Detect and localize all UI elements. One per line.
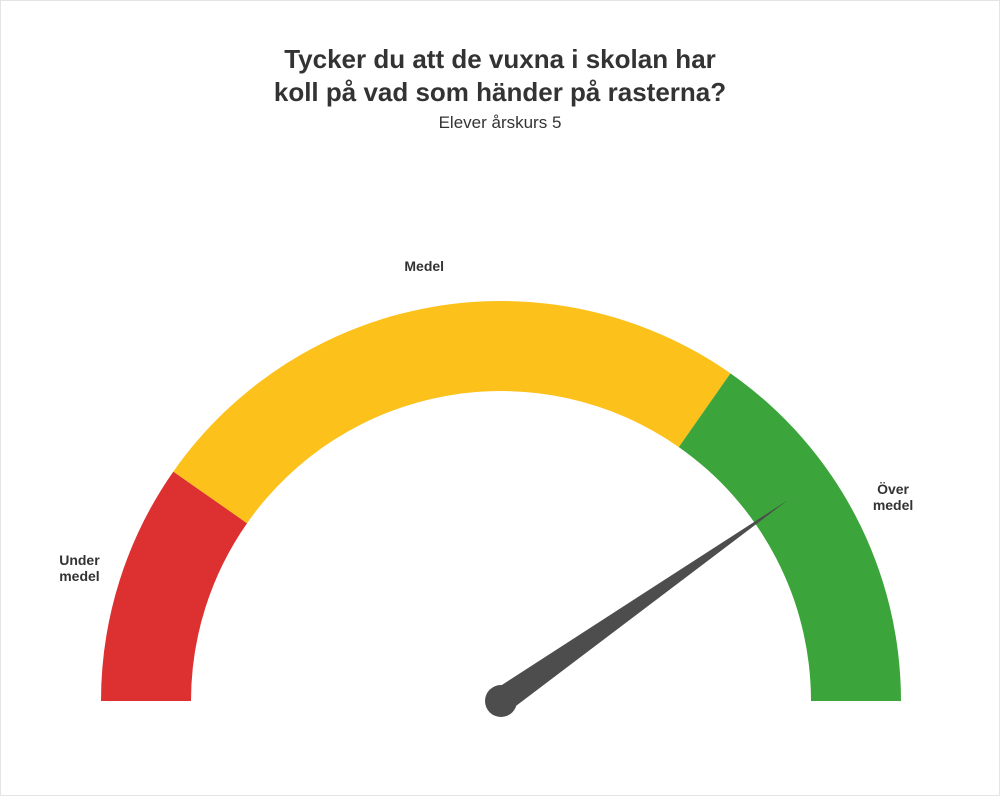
gauge-svg [1,1,1000,797]
gauge-segment-1 [173,301,730,523]
gauge-segment-label-1: Medel [374,258,474,274]
gauge-segment-2 [679,373,901,701]
gauge-hub [485,685,517,717]
gauge-needle [494,500,788,711]
gauge-segment-label-2: Övermedel [843,481,943,513]
gauge-chart: Undermedel Medel Övermedel [1,1,999,797]
chart-frame: Tycker du att de vuxna i skolan har koll… [0,0,1000,796]
gauge-segment-label-0: Undermedel [29,552,129,584]
